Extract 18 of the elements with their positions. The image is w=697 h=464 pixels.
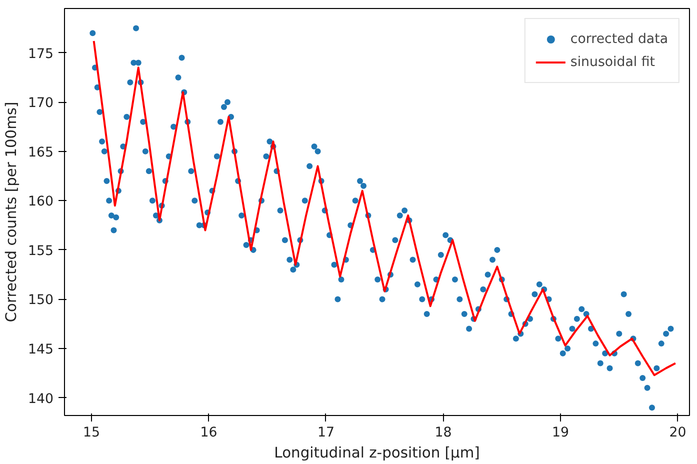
x-tick-label: 20 (669, 426, 686, 440)
x-tick-label: 19 (552, 426, 569, 440)
y-tick-label: 170 (28, 96, 54, 112)
y-tick-label: 150 (28, 293, 54, 308)
y-tick-label: 140 (28, 392, 54, 407)
x-axis-title: Longitudinal z-position [µm] (274, 444, 480, 462)
y-tick-label: 165 (28, 145, 54, 160)
legend-label: corrected data (570, 32, 668, 46)
y-tick-label: 145 (28, 342, 54, 358)
legend-label: sinusoidal fit (570, 54, 655, 70)
x-tick-label: 15 (82, 426, 100, 440)
y-tick-label: 175 (28, 46, 54, 62)
x-tick-label: 17 (318, 426, 334, 440)
x-tick-label: 16 (200, 426, 218, 440)
y-tick-label: 155 (28, 244, 54, 259)
y-tick-label: 160 (28, 194, 54, 210)
y-axis-title: Corrected counts [per 100ms] (3, 102, 20, 322)
x-tick-label: 18 (434, 426, 452, 440)
